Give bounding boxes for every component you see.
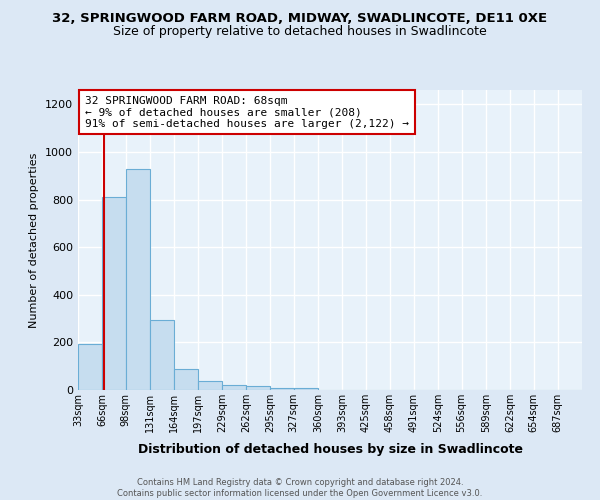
Bar [271, 388, 293, 390]
Text: Contains HM Land Registry data © Crown copyright and database right 2024.
Contai: Contains HM Land Registry data © Crown c… [118, 478, 482, 498]
X-axis label: Distribution of detached houses by size in Swadlincote: Distribution of detached houses by size … [137, 444, 523, 456]
Bar [150, 320, 174, 390]
Text: Size of property relative to detached houses in Swadlincote: Size of property relative to detached ho… [113, 25, 487, 38]
Bar [78, 344, 102, 390]
Bar [246, 386, 270, 390]
Bar [126, 168, 150, 390]
Bar [103, 197, 125, 390]
Bar [222, 385, 246, 390]
Bar [294, 388, 318, 390]
Bar [199, 381, 221, 390]
Text: 32, SPRINGWOOD FARM ROAD, MIDWAY, SWADLINCOTE, DE11 0XE: 32, SPRINGWOOD FARM ROAD, MIDWAY, SWADLI… [52, 12, 548, 26]
Text: 32 SPRINGWOOD FARM ROAD: 68sqm
← 9% of detached houses are smaller (208)
91% of : 32 SPRINGWOOD FARM ROAD: 68sqm ← 9% of d… [85, 96, 409, 129]
Bar [174, 369, 198, 390]
Y-axis label: Number of detached properties: Number of detached properties [29, 152, 40, 328]
